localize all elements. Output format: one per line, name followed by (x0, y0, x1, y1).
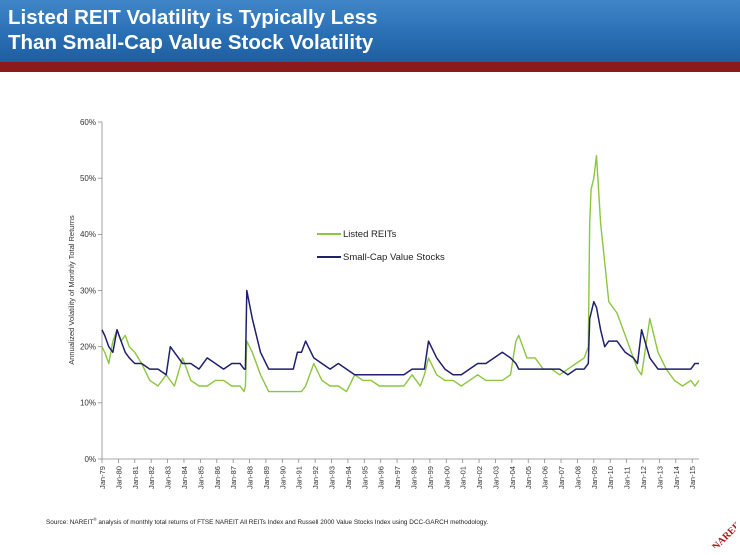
x-tick-label: Jan-85 (196, 466, 205, 489)
y-tick-label: 0% (84, 455, 96, 464)
title-accent-bar (0, 62, 740, 72)
x-tick-label: Jan-95 (360, 466, 369, 489)
x-tick-label: Jan-13 (655, 466, 664, 489)
x-tick-label: Jan-80 (114, 466, 123, 489)
x-tick-label: Jan-79 (98, 466, 107, 489)
y-tick-label: 30% (80, 286, 96, 295)
x-tick-label: Jan-87 (229, 466, 238, 489)
x-tick-label: Jan-10 (606, 466, 615, 489)
x-tick-label: Jan-84 (180, 466, 189, 489)
x-axis: Jan-79 Jan-80 Jan-81 Jan-82 Jan-83 Jan-84 Jan-… (98, 459, 697, 489)
nareit-logo: NAREIT (710, 517, 736, 548)
legend-item-small-cap-value-label: Small-Cap Value Stocks (343, 252, 445, 263)
x-tick-label: Jan-91 (295, 466, 304, 489)
y-tick-label: 60% (80, 118, 96, 127)
source-note-post: analysis of monthly total returns of FTS… (96, 519, 488, 527)
source-note: Source: NAREIT® analysis of monthly tota… (46, 517, 488, 526)
source-note-mark: ® (93, 517, 97, 522)
x-tick-label: Jan-86 (213, 466, 222, 489)
legend: Listed REITs Small-Cap Value Stocks (317, 229, 445, 263)
x-tick-label: Jan-03 (491, 466, 500, 489)
x-tick-label: Jan-83 (164, 466, 173, 489)
x-tick-label: Jan-04 (508, 466, 517, 489)
x-tick-label: Jan-92 (311, 466, 320, 489)
x-tick-label: Jan-07 (557, 466, 566, 489)
x-tick-label: Jan-01 (459, 466, 468, 489)
y-tick-label: 20% (80, 342, 96, 351)
title-banner (0, 0, 740, 62)
x-tick-label: Jan-14 (672, 466, 681, 489)
x-tick-label: Jan-94 (344, 466, 353, 489)
x-tick-label: Jan-99 (426, 466, 435, 489)
x-tick-label: Jan-00 (442, 466, 451, 489)
x-tick-label: Jan-81 (131, 466, 140, 489)
x-tick-label: Jan-98 (409, 466, 418, 489)
y-tick-label: 40% (80, 230, 96, 239)
slide-title: Listed REIT Volatility is Typically Less… (8, 5, 378, 55)
y-tick-label: 10% (80, 399, 96, 408)
x-tick-label: Jan-09 (590, 466, 599, 489)
x-tick-label: Jan-11 (623, 467, 632, 489)
slide-title-line2: Than Small-Cap Value Stock Volatility (8, 31, 374, 54)
series-group (101, 154, 700, 393)
y-tick-label: 50% (80, 174, 96, 183)
series-line-small-cap-value (101, 289, 699, 376)
x-tick-label: Jan-96 (377, 466, 386, 489)
x-tick-label: Jan-06 (541, 466, 550, 489)
x-tick-label: Jan-15 (688, 466, 697, 489)
legend-item-listed-reits-label: Listed REITs (343, 229, 397, 240)
x-tick-label: Jan-88 (246, 466, 255, 489)
x-tick-label: Jan-12 (639, 466, 648, 489)
x-tick-label: Jan-02 (475, 466, 484, 489)
slide-title-line1: Listed REIT Volatility is Typically Less (8, 6, 378, 29)
x-tick-label: Jan-05 (524, 466, 533, 489)
x-tick-label: Jan-97 (393, 466, 402, 489)
x-tick-label: Jan-82 (147, 466, 156, 489)
x-tick-label: Jan-93 (328, 466, 337, 489)
nareit-logo-text: NAREIT (710, 517, 736, 548)
series-line-listed-reits (101, 154, 700, 393)
y-axis: 0% 10% 20% 30% 40% 50% 60% (80, 118, 102, 464)
x-tick-label: Jan-08 (573, 466, 582, 489)
x-tick-label: Jan-89 (262, 466, 271, 489)
x-tick-label: Jan-90 (278, 466, 287, 489)
source-note-pre: Source: NAREIT (46, 519, 94, 527)
y-axis-label: Annualized Volatility of Monthly Total R… (67, 215, 76, 365)
